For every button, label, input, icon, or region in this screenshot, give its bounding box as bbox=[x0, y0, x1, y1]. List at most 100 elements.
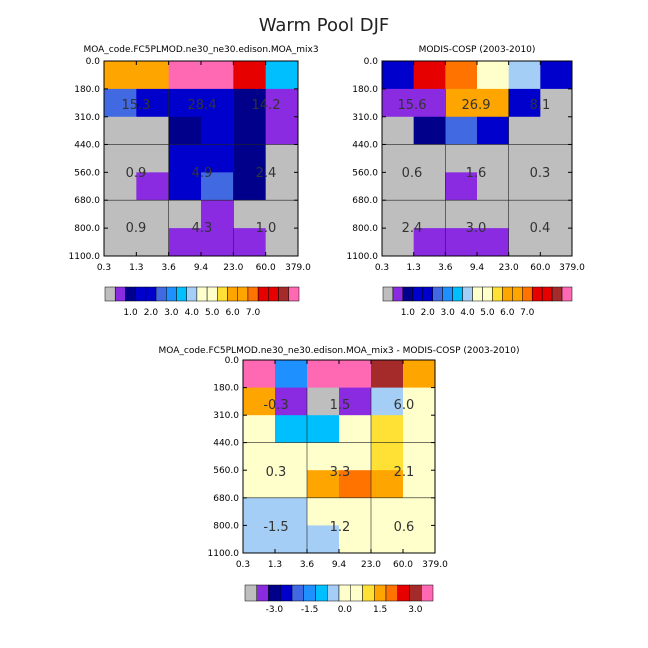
colorbar-box bbox=[206, 286, 218, 302]
heatmap-cell bbox=[168, 116, 202, 145]
colorbar-box bbox=[196, 286, 208, 302]
heatmap-cell bbox=[403, 525, 436, 554]
x-tick-label: 3.6 bbox=[438, 263, 453, 273]
x-tick-label: 379.0 bbox=[285, 263, 311, 273]
x-tick-label: 60.0 bbox=[393, 560, 413, 570]
heatmap-cell bbox=[382, 61, 415, 90]
colorbar-box bbox=[256, 584, 269, 602]
x-tick-label: 9.4 bbox=[194, 263, 209, 273]
heatmap-cell bbox=[104, 172, 137, 201]
colorbar-label: 2.0 bbox=[144, 308, 159, 318]
colorbar-label: 1.0 bbox=[401, 308, 416, 318]
heatmap-cell bbox=[508, 172, 541, 201]
colorbar-box bbox=[412, 286, 424, 302]
colorbar-box bbox=[268, 584, 281, 602]
x-tick-label: 23.0 bbox=[361, 560, 381, 570]
y-tick-label: 680.0 bbox=[352, 196, 378, 206]
heatmap-cell bbox=[233, 61, 267, 90]
heatmap-cell bbox=[477, 144, 510, 173]
heatmap-cell bbox=[477, 116, 510, 145]
cell-annotation: -1.5 bbox=[263, 520, 288, 535]
x-tick-label: 3.6 bbox=[162, 263, 177, 273]
heatmap-cell bbox=[307, 387, 340, 416]
heatmap-cell bbox=[265, 200, 299, 229]
colorbar-label: 4.0 bbox=[460, 308, 475, 318]
y-tick-label: 310.0 bbox=[213, 411, 239, 421]
y-tick-label: 680.0 bbox=[213, 494, 239, 504]
colorbar-box bbox=[382, 286, 394, 302]
cell-annotation: 0.6 bbox=[394, 520, 415, 535]
heatmap-cell bbox=[275, 360, 308, 388]
cell-annotation: -0.3 bbox=[263, 398, 288, 413]
colorbar-box bbox=[551, 286, 563, 302]
heatmap-cell bbox=[136, 172, 170, 201]
cell-annotation: 2.4 bbox=[402, 221, 423, 236]
cell-annotation: 6.0 bbox=[394, 398, 415, 413]
colorbar-label: 5.0 bbox=[205, 308, 220, 318]
heatmap-cell bbox=[413, 172, 446, 201]
heatmap-cell bbox=[445, 144, 478, 173]
colorbar-box bbox=[176, 286, 187, 302]
heatmap-cell bbox=[136, 144, 170, 173]
y-tick-label: 440.0 bbox=[213, 439, 239, 449]
heatmap-cell bbox=[403, 442, 436, 471]
heatmap-cell bbox=[265, 88, 299, 118]
colorbar-label: 7.0 bbox=[246, 308, 261, 318]
heatmap-cell bbox=[413, 200, 446, 229]
x-tick-label: 0.3 bbox=[97, 263, 111, 273]
y-tick-label: 310.0 bbox=[74, 113, 100, 123]
y-tick-label: 0.0 bbox=[86, 57, 101, 67]
heatmap-cell bbox=[104, 116, 137, 145]
heatmap-cell bbox=[540, 144, 573, 173]
heatmap-cell bbox=[339, 415, 372, 444]
heatmap-cell bbox=[168, 172, 202, 201]
y-tick-label: 800.0 bbox=[74, 224, 100, 234]
heatmap-cell bbox=[168, 228, 202, 257]
y-tick-label: 440.0 bbox=[74, 140, 100, 150]
x-tick-label: 0.3 bbox=[375, 263, 389, 273]
heatmap-cell bbox=[371, 442, 404, 471]
heatmap-cell bbox=[275, 525, 308, 554]
heatmap-cell bbox=[540, 172, 573, 201]
y-tick-label: 310.0 bbox=[352, 113, 378, 123]
heatmap-cell bbox=[265, 172, 299, 201]
heatmap-cell bbox=[233, 228, 267, 257]
colorbar-box bbox=[522, 286, 533, 302]
cell-annotation: 0.6 bbox=[402, 166, 423, 181]
cell-annotation: 0.3 bbox=[266, 465, 287, 480]
cell-annotation: 1.6 bbox=[466, 166, 487, 181]
colorbar-label: 7.0 bbox=[520, 308, 535, 318]
colorbar-label: 3.0 bbox=[164, 308, 179, 318]
heatmap-cell bbox=[339, 497, 372, 526]
colorbar-box bbox=[155, 286, 167, 302]
heatmap-cell bbox=[403, 415, 436, 444]
x-tick-label: 23.0 bbox=[223, 263, 243, 273]
heatmap-cell bbox=[445, 61, 478, 90]
heatmap-cell bbox=[339, 525, 372, 554]
heatmap-cell bbox=[382, 88, 415, 118]
heatmap-cell bbox=[540, 88, 573, 118]
colorbar-box bbox=[385, 584, 398, 602]
colorbar-box bbox=[135, 286, 147, 302]
heatmap-cell bbox=[201, 172, 234, 201]
y-tick-label: 1100.0 bbox=[69, 252, 101, 262]
colorbar-box bbox=[442, 286, 453, 302]
colorbar-box bbox=[104, 286, 116, 302]
heatmap-cell bbox=[307, 442, 340, 471]
heatmap-cell bbox=[233, 116, 267, 145]
colorbar-box bbox=[217, 286, 228, 302]
heatmap-cell bbox=[477, 172, 510, 201]
heatmap-cell bbox=[243, 360, 276, 388]
heatmap-cell bbox=[403, 497, 436, 526]
colorbar-box bbox=[338, 584, 351, 602]
y-tick-label: 560.0 bbox=[352, 168, 378, 178]
heatmap-cell bbox=[477, 61, 510, 90]
heatmap-cell bbox=[339, 470, 372, 499]
heatmap-cell bbox=[243, 525, 276, 554]
heatmap-cell bbox=[307, 360, 340, 388]
colorbar-box bbox=[303, 584, 316, 602]
colorbar-box bbox=[492, 286, 503, 302]
y-tick-label: 800.0 bbox=[352, 224, 378, 234]
heatmap-cell bbox=[265, 144, 299, 173]
